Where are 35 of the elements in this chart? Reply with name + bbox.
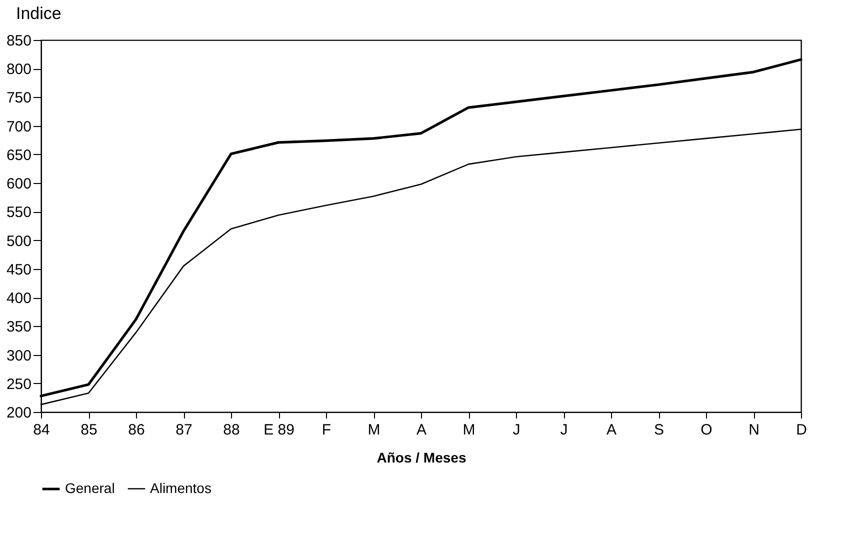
- legend-label: Alimentos: [150, 480, 212, 496]
- y-tick-label: 700: [6, 118, 32, 136]
- y-tick-label: 800: [6, 61, 32, 78]
- y-tick-label: 600: [6, 176, 32, 193]
- y-tick-label: 350: [6, 318, 32, 336]
- chart-title: Indice: [16, 4, 62, 23]
- y-tick-label: 450: [6, 261, 32, 278]
- y-tick-label: 300: [6, 347, 32, 364]
- y-tick-label: 250: [6, 376, 32, 393]
- y-tick-label: 750: [6, 90, 32, 107]
- y-tick-label: 200: [6, 404, 32, 422]
- x-tick-label: E 89: [264, 422, 294, 438]
- y-tick-label: 550: [6, 204, 32, 222]
- x-tick-label: A: [416, 422, 427, 438]
- x-tick-label: 88: [223, 422, 240, 438]
- y-tick-label: 650: [6, 146, 32, 164]
- x-tick-label: M: [368, 422, 380, 438]
- x-tick-label: 85: [80, 422, 98, 438]
- x-tick-label: 84: [33, 422, 50, 438]
- y-tick-label: 850: [6, 32, 32, 50]
- x-tick-label: A: [606, 422, 617, 438]
- x-tick-label: D: [796, 422, 808, 438]
- y-tick-label: 400: [6, 290, 32, 308]
- legend-label: General: [65, 480, 115, 496]
- x-tick-label: M: [462, 422, 476, 438]
- x-tick-label: J: [560, 422, 568, 438]
- x-tick-label: 87: [176, 422, 192, 438]
- x-tick-label: O: [700, 422, 712, 438]
- x-axis-title: Años / Meses: [376, 450, 466, 466]
- x-tick-label: F: [322, 422, 332, 438]
- x-tick-label: S: [654, 422, 664, 438]
- y-tick-label: 500: [6, 232, 32, 250]
- x-tick-label: J: [512, 422, 520, 438]
- x-tick-label: N: [748, 422, 760, 438]
- x-tick-label: 86: [128, 422, 145, 438]
